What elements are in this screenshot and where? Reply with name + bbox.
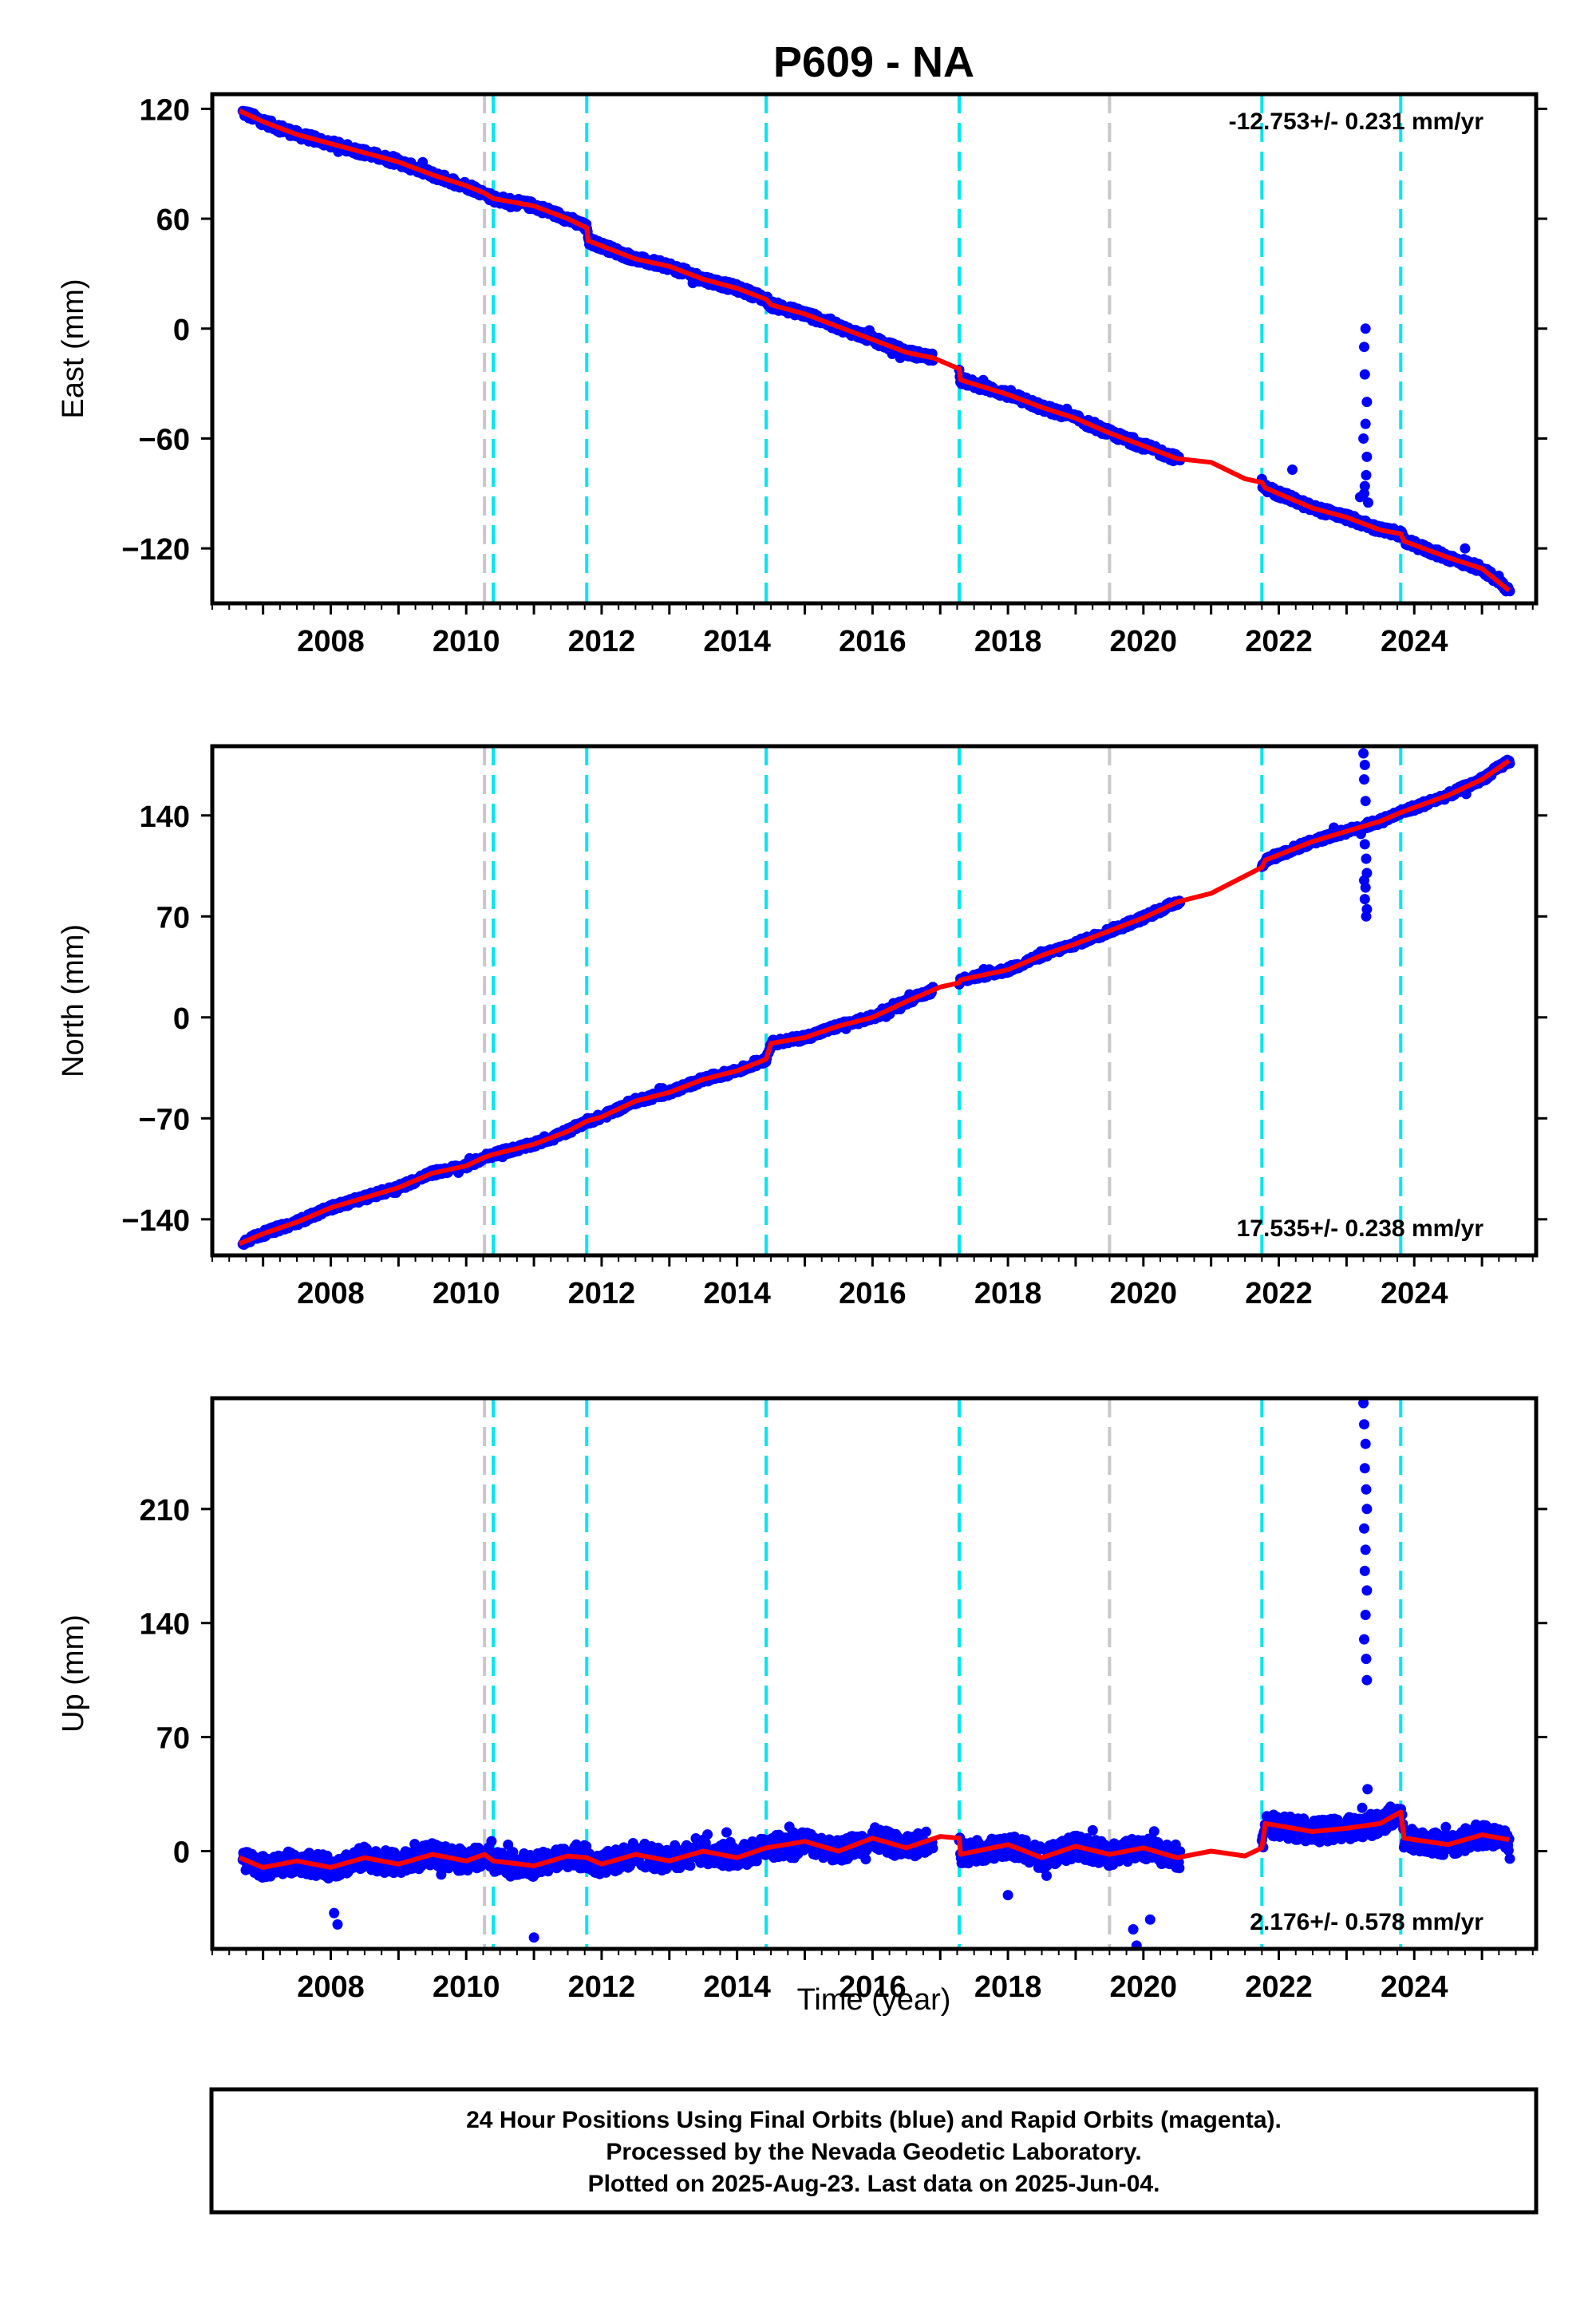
outlier-point: [1363, 497, 1373, 508]
data-point: [700, 1837, 711, 1848]
x-tick-label: 2014: [703, 1277, 771, 1310]
y-axis-label: East (mm): [57, 279, 90, 418]
panel-frame: [210, 92, 1539, 606]
data-points-up: [237, 1398, 1515, 1949]
rate-label: 17.535+/- 0.238 mm/yr: [1237, 1215, 1484, 1242]
x-tick-label: 2010: [433, 625, 500, 658]
outlier-point: [1361, 451, 1373, 462]
outlier-point: [1359, 342, 1369, 353]
y-tick-label: 140: [140, 800, 190, 834]
x-tick-label: 2018: [974, 1277, 1042, 1310]
x-tick-label: 2016: [839, 625, 907, 658]
outlier-point: [1460, 543, 1471, 554]
y-tick-label: 60: [156, 204, 190, 237]
outlier-point: [1361, 911, 1372, 922]
x-tick-label: 2024: [1381, 1277, 1448, 1310]
outlier-point: [1359, 894, 1370, 905]
y-tick-label: −140: [121, 1204, 190, 1238]
data-point: [702, 1829, 713, 1840]
x-tick-label: 2012: [568, 1277, 636, 1310]
outlier-point: [1361, 469, 1372, 480]
plot-area-east: [237, 94, 1515, 603]
x-tick-label: 2022: [1245, 625, 1313, 658]
plot-area-north: [237, 746, 1515, 1255]
data-point: [436, 1869, 447, 1880]
data-point: [486, 1836, 497, 1847]
outlier-point: [1287, 464, 1298, 475]
outlier-point: [1359, 774, 1369, 785]
outlier-point: [1361, 397, 1373, 408]
data-points-east: [237, 105, 1515, 597]
data-point: [721, 1827, 732, 1838]
data-point: [361, 1844, 372, 1854]
data-point: [685, 1860, 696, 1871]
outlier-point: [1358, 433, 1369, 444]
x-tick-label: 2010: [433, 1277, 500, 1310]
x-tick-label: 2014: [703, 625, 771, 658]
chart-title: P609 - NA: [773, 38, 974, 86]
outlier-point: [1361, 853, 1372, 864]
outlier-point: [1359, 839, 1370, 850]
model-line: [238, 108, 1511, 593]
outlier-point: [1358, 748, 1369, 759]
y-tick-label: 0: [173, 314, 190, 347]
x-tick-label: 2018: [974, 625, 1042, 658]
y-axis-label: North (mm): [57, 924, 90, 1077]
y-tick-label: −120: [121, 533, 190, 567]
panels-group: 2008 2010 2012 2014 2016 2018 2020 2022 2024 −120…: [57, 92, 1547, 2004]
panel-up: 2008 2010 2012 2014 2016 2018 2020 2022 20240701…: [57, 1396, 1547, 2004]
y-tick-label: 70: [156, 901, 190, 935]
x-tick-label: 2020: [1110, 625, 1178, 658]
x-tick-label: 2020: [1110, 1277, 1178, 1310]
y-tick-label: −70: [139, 1103, 190, 1136]
x-tick-label: 2024: [1381, 625, 1448, 658]
panel-east: 2008 2010 2012 2014 2016 2018 2020 2022 2024 −120…: [57, 92, 1547, 658]
y-tick-label: −60: [139, 423, 190, 456]
x-tick-label: 2008: [297, 625, 365, 658]
y-tick-label: 0: [173, 1002, 190, 1036]
x-tick-label: 2008: [297, 1277, 365, 1310]
plot-area-up: [237, 1398, 1515, 1949]
x-tick-label: 2012: [568, 625, 636, 658]
panel-frame: [210, 744, 1539, 1258]
x-tick-label: 2016: [839, 1277, 907, 1310]
outlier-point: [1360, 418, 1371, 429]
model-line: [238, 758, 1511, 1247]
outlier-point: [1360, 323, 1371, 334]
outlier-point: [1359, 760, 1370, 770]
y-tick-label: 120: [140, 93, 190, 127]
rate-label: -12.753+/- 0.231 mm/yr: [1229, 109, 1484, 135]
outlier-point: [1359, 875, 1369, 886]
outlier-point: [1354, 492, 1365, 503]
x-tick-label: 2022: [1245, 1277, 1313, 1310]
panel-north: 2008 2010 2012 2014 2016 2018 2020 2022 2024 −140…: [57, 744, 1547, 1310]
outlier-point: [1359, 369, 1370, 380]
outlier-point: [1360, 796, 1371, 807]
